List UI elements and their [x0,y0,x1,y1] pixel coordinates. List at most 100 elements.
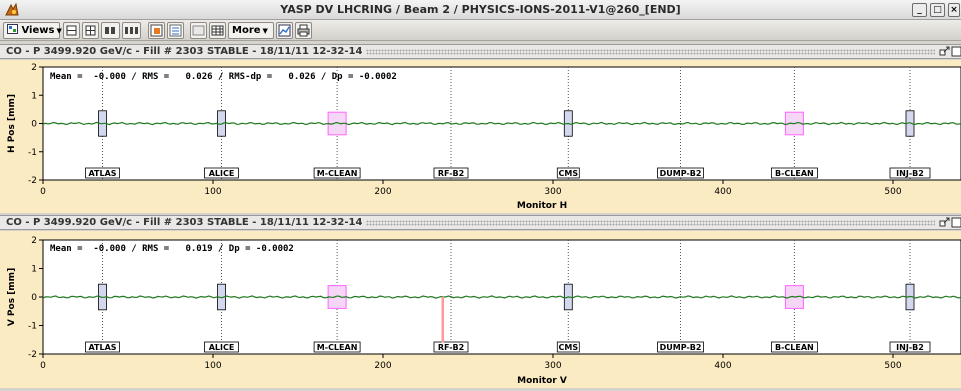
settings-button[interactable] [148,22,165,39]
title-bar: YASP DV LHCRING / Beam 2 / PHYSICS-IONS-… [0,0,961,20]
orbit-chart-v: -2 -1 0 1 2 0 100 200 300 400 500 Monitor V V Pos [m… [7,236,961,386]
ip-label: CMS [559,343,579,352]
x-tick-label: 100 [204,361,221,371]
panel-header-v: CO - P 3499.920 GeV/c - Fill # 2303 STAB… [0,215,961,230]
split-layout-button[interactable] [82,22,99,39]
more-label: More [232,25,261,36]
x-tick-label: 500 [884,361,901,371]
ip-label: B-CLEAN [775,343,814,352]
x-tick-label: 0 [40,361,46,371]
ip-label: M-CLEAN [317,343,358,352]
y-tick-label: 2 [31,63,37,73]
blank-view-button[interactable] [190,22,207,39]
list-icon [169,24,182,37]
stats-line-v: Mean = -0.000 / RMS = 0.019 / Dp = -0.00… [50,244,294,254]
ip-label: ALICE [209,169,235,178]
window-title: YASP DV LHCRING / Beam 2 / PHYSICS-IONS-… [280,3,681,16]
ip-label-box [657,167,704,179]
y-tick-label: 1 [31,91,37,101]
y-axis-label: V Pos [mm] [7,268,17,326]
table-button[interactable] [209,22,226,39]
x-tick-label: 300 [544,361,561,371]
panel-header-h: CO - P 3499.920 GeV/c - Fill # 2303 STAB… [0,44,961,59]
maximize-panel-icon[interactable] [951,217,961,228]
close-button[interactable]: × [948,3,960,17]
chart-button[interactable] [276,22,293,39]
x-tick-label: 200 [374,187,391,197]
table-icon [211,25,224,36]
ip-label-box [313,167,361,179]
ip-label: RF-B2 [438,343,464,352]
header-dotted-fill [345,220,935,226]
app-logo-icon [4,2,20,18]
ip-label: INJ-B2 [896,343,924,352]
ip-label-box [556,167,580,179]
ip-label: DUMP-B2 [660,343,702,352]
chevron-down-icon: ▼ [262,27,268,35]
header-dotted-fill [345,49,935,55]
x-tick-label: 300 [544,187,561,197]
x-axis-label: Monitor H [517,201,567,211]
ip-label: ALICE [209,343,235,352]
chevron-down-icon: ▼ [56,27,62,35]
print-button[interactable] [295,22,312,39]
print-icon [297,24,310,37]
ip-label-box [204,341,239,353]
views-icon [7,24,21,36]
ip-label-box [657,341,704,353]
y-axis-label: H Pos [mm] [7,94,17,153]
y-tick-label: -1 [28,322,37,332]
grid-large-icon [125,27,138,34]
y-tick-label: -1 [28,148,37,158]
orbit-trace [42,121,961,126]
views-button[interactable]: Views ▼ [3,22,62,39]
detach-icon[interactable] [939,217,950,228]
x-tick-label: 200 [374,361,391,371]
x-tick-label: 400 [714,187,731,197]
views-label: Views [21,25,55,36]
ip-label-box [889,167,931,179]
layout-button[interactable] [63,22,80,39]
grid-large-button[interactable] [122,22,141,39]
ip-label-box [204,167,239,179]
ip-label: DUMP-B2 [660,169,702,178]
toolbar: Views ▼ More ▼ [0,20,961,41]
orbit-chart-h: -2 -1 0 1 2 0 100 200 300 400 500 Monitor H H Pos [m… [7,63,961,211]
ip-label: INJ-B2 [896,169,924,178]
ip-label-box [433,341,469,353]
ip-label: ATLAS [88,343,116,352]
ip-label: ATLAS [88,169,116,178]
blank-view-icon [192,25,205,36]
x-axis-label: Monitor V [517,376,567,386]
orbit-spike [441,297,444,343]
ip-label: RF-B2 [438,169,464,178]
grid-small-button[interactable] [101,22,120,39]
ip-label-box [85,167,120,179]
ip-label-box [556,341,580,353]
x-tick-label: 400 [714,361,731,371]
x-tick-label: 500 [884,187,901,197]
y-tick-label: 2 [31,236,37,246]
split-layout-icon [85,25,96,36]
ip-label-box [85,341,120,353]
chart-panel-h: -2 -1 0 1 2 0 100 200 300 400 500 Monitor H H Pos [m… [0,60,961,213]
ip-label-box [889,341,931,353]
minimize-button[interactable]: _ [912,3,927,17]
maximize-panel-icon[interactable] [951,46,961,57]
ip-label-box [771,341,818,353]
layout-icon [66,25,77,36]
maximize-button[interactable]: □ [930,3,945,17]
ip-label-box [771,167,818,179]
list-button[interactable] [167,22,184,39]
settings-icon [150,24,163,37]
y-tick-label: -2 [28,176,37,186]
window-bottom-border [0,388,961,391]
chart-panel-v: -2 -1 0 1 2 0 100 200 300 400 500 Monitor V V Pos [m… [0,231,961,388]
x-tick-label: 100 [204,187,221,197]
ip-label: M-CLEAN [317,169,358,178]
ip-label-box [433,167,469,179]
detach-icon[interactable] [939,46,950,57]
y-tick-label: 0 [31,120,37,130]
more-button[interactable]: More ▼ [228,22,274,39]
y-tick-label: 1 [31,265,37,275]
